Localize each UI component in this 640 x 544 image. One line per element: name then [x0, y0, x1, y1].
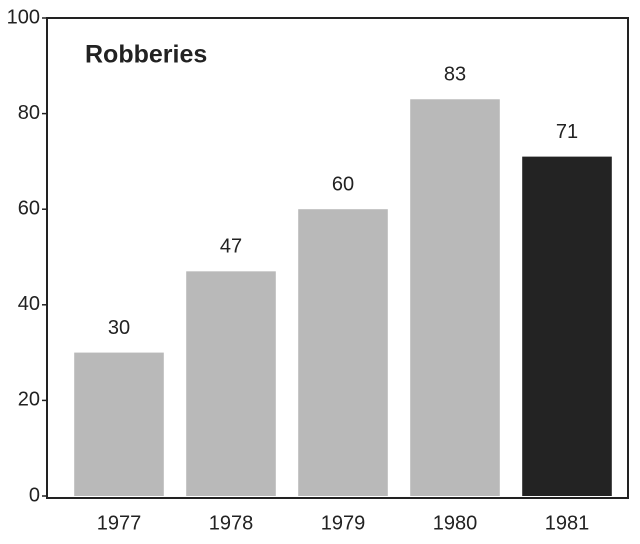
bar: [522, 156, 612, 496]
data-label: 47: [220, 236, 242, 258]
x-tick-label: 1979: [321, 512, 366, 534]
data-label: 83: [444, 64, 466, 86]
x-tick-label: 1977: [97, 512, 142, 534]
x-tick-label: 1978: [209, 512, 254, 534]
chart-title: Robberies: [85, 41, 207, 69]
y-tick-label: 100: [7, 6, 40, 28]
y-tick-label: 80: [18, 102, 40, 124]
bar: [74, 352, 164, 496]
bar: [186, 271, 276, 496]
bar: [410, 99, 500, 496]
y-tick-label: 20: [18, 389, 40, 411]
y-tick-label: 40: [18, 293, 40, 315]
y-tick-label: 0: [29, 484, 40, 506]
y-tick-label: 60: [18, 197, 40, 219]
data-label: 60: [332, 173, 354, 195]
plot-frame: [46, 17, 629, 499]
data-label: 30: [108, 317, 130, 339]
x-tick-label: 1981: [545, 512, 590, 534]
bar: [298, 209, 388, 496]
data-label: 71: [556, 121, 578, 143]
x-tick-label: 1980: [433, 512, 478, 534]
